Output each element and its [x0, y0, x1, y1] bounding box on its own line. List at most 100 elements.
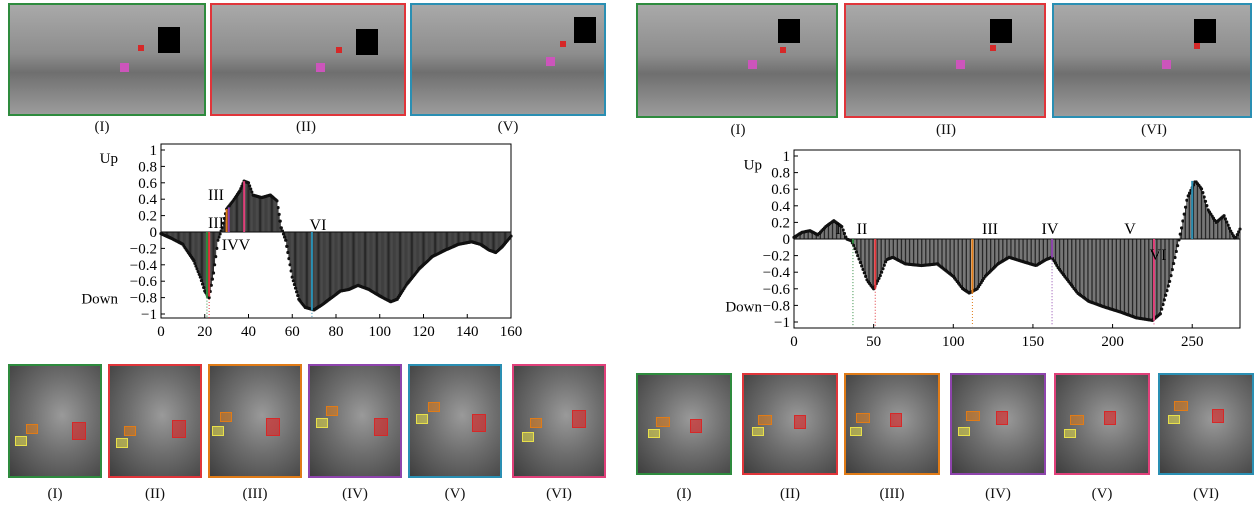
stem-point [1165, 289, 1169, 293]
stem-point [247, 184, 252, 188]
y-tick-label: −1 [141, 307, 157, 323]
mouth-marker [116, 438, 128, 448]
event-annotation: V [1124, 221, 1136, 238]
left-panel: (I) (II) (V) 1 0.8 0.6 0.4 0.2 0 −0.2 −0.4 −0.6−… [0, 0, 620, 513]
x-tick-label: 100 [942, 334, 965, 350]
stem-point [509, 234, 513, 238]
scene-frame-V [410, 3, 606, 116]
face-crop-III [844, 373, 940, 475]
face-marker [560, 41, 566, 47]
scene-frame-I [636, 3, 838, 118]
face-crop-I [636, 373, 732, 475]
stem-point [857, 257, 861, 261]
scene-caption: (VI) [1141, 122, 1167, 138]
eye-marker [890, 413, 902, 427]
stem-point [215, 246, 219, 250]
event-annotation: VI [310, 217, 327, 234]
eye-marker [572, 410, 586, 428]
y-tick-label: 0.2 [771, 215, 790, 231]
stem-point [840, 224, 844, 229]
mouth-marker [522, 432, 534, 442]
x-tick-label: 20 [197, 324, 212, 340]
face-crop-VI [1158, 373, 1254, 475]
stem-point [1226, 223, 1230, 227]
stem-point [1201, 191, 1205, 195]
mouth-marker [752, 427, 764, 436]
face-caption: (I) [676, 486, 692, 502]
event-annotation: IVV [222, 237, 251, 254]
nose-marker [1174, 401, 1188, 411]
eye-marker [996, 411, 1008, 425]
y-tick-label: 0 [150, 225, 158, 241]
up-label: Up [744, 157, 762, 173]
nose-marker [656, 417, 670, 427]
x-tick-label: 100 [369, 324, 392, 340]
stem-point [864, 274, 868, 278]
x-tick-label: 250 [1181, 334, 1204, 350]
stem-point [1178, 232, 1182, 236]
nose-marker [220, 412, 232, 422]
eye-marker [72, 422, 86, 440]
event-annotation: III [208, 187, 224, 204]
stem-point [1238, 227, 1242, 231]
mouth-marker [1168, 415, 1180, 424]
mouth-marker [15, 436, 27, 446]
stem-point [856, 254, 860, 258]
mouth-marker [958, 427, 970, 436]
stem-point [1199, 187, 1204, 191]
stem-point [277, 212, 281, 216]
stem-point [1182, 212, 1186, 216]
tracking-marker [546, 57, 555, 66]
face-caption: (V) [444, 486, 466, 502]
y-tick-label: 0.8 [138, 159, 157, 175]
y-tick-label: −0.6 [130, 274, 158, 290]
stem-point [841, 228, 845, 232]
stem-point [250, 190, 254, 194]
tracking-marker [956, 60, 965, 69]
face-crop-III [208, 364, 302, 478]
stem-point [1186, 194, 1190, 198]
y-tick-label: −0.8 [130, 291, 157, 307]
y-tick-label: −0.4 [130, 258, 158, 274]
event-annotation: III [982, 221, 998, 238]
stem-point [278, 219, 282, 223]
stem-point [877, 276, 881, 281]
stem-point [1183, 205, 1188, 209]
y-tick-label: 0.2 [138, 209, 157, 225]
eye-marker [374, 418, 388, 436]
scene-caption: (V) [497, 119, 519, 135]
stem-point [209, 283, 213, 287]
nose-marker [966, 411, 980, 421]
redaction-block [158, 27, 180, 53]
y-tick-label: 0.4 [138, 192, 157, 208]
y-tick-label: −0.8 [763, 298, 790, 314]
face-caption: (VI) [546, 486, 572, 502]
x-tick-label: 200 [1101, 334, 1124, 350]
x-tick-label: 160 [500, 324, 523, 340]
stem-point [861, 267, 865, 272]
stem-point [1235, 232, 1239, 237]
stem-point [1173, 255, 1177, 260]
face-crop-II [742, 373, 838, 475]
stem-point [858, 260, 862, 265]
stem-point [1225, 220, 1229, 224]
scene-frame-II [210, 3, 406, 116]
mouth-marker [648, 429, 660, 438]
stem-point [878, 274, 882, 278]
stem-point [1177, 238, 1181, 242]
x-tick-label: 60 [285, 324, 300, 340]
nose-marker [124, 426, 136, 436]
face-caption: (I) [47, 486, 63, 502]
down-label: Down [725, 299, 762, 315]
redaction-block [574, 17, 596, 43]
y-tick-label: −1 [774, 315, 790, 331]
face-crop-II [108, 364, 202, 478]
stem-point [207, 296, 211, 300]
stem-point [216, 238, 220, 242]
nose-marker [326, 406, 338, 416]
x-tick-label: 150 [1022, 334, 1045, 350]
stem-point [1203, 199, 1208, 203]
stem-point [876, 279, 880, 283]
face-caption: (III) [879, 486, 905, 502]
stem-point [1222, 214, 1226, 218]
